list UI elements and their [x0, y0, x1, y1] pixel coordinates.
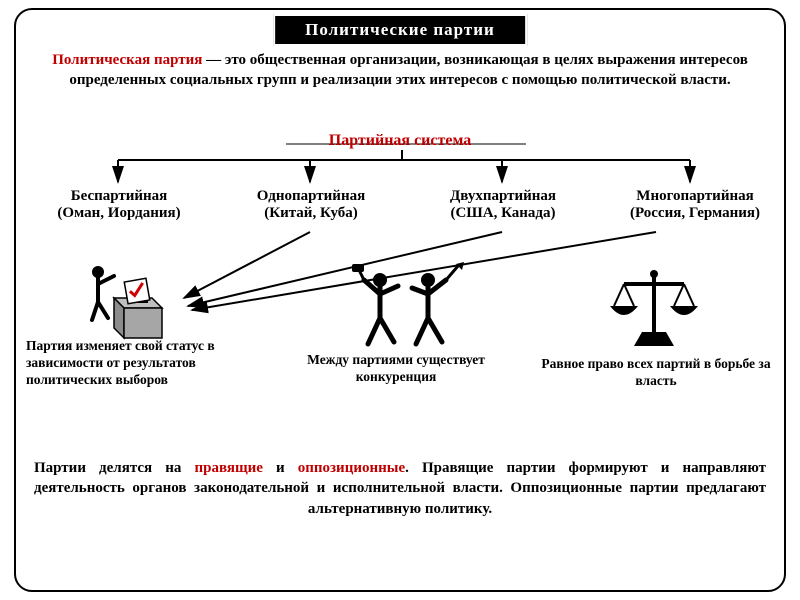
definition-text: Политическая партия — это общественная о…	[40, 50, 760, 91]
caption-competition: Между партиями существует конкуренция	[296, 352, 496, 386]
category-name: Многопартийная	[610, 188, 780, 205]
frame: Политические партии Политическая партия …	[14, 8, 786, 592]
category-multiparty: Многопартийная (Россия, Германия)	[610, 188, 780, 222]
category-examples: (Россия, Германия)	[610, 205, 780, 222]
bottom-opposition: оппозиционные	[298, 460, 405, 476]
category-name: Однопартийная	[226, 188, 396, 205]
fighting-figures-icon	[346, 262, 466, 357]
category-name: Двухпартийная	[418, 188, 588, 205]
definition-term: Политическая партия	[52, 52, 202, 68]
page-title: Политические партии	[273, 14, 527, 46]
category-nonparty: Беспартийная (Оман, Иордания)	[34, 188, 204, 222]
caption-equal-rights: Равное право всех партий в борьбе за вла…	[536, 356, 776, 390]
category-examples: (Китай, Куба)	[226, 205, 396, 222]
system-label: Партийная система	[329, 132, 471, 150]
category-oneparty: Однопартийная (Китай, Куба)	[226, 188, 396, 222]
caption-status-change: Партия изменяет свой статус в зависимост…	[26, 338, 246, 389]
category-examples: (США, Канада)	[418, 205, 588, 222]
scales-icon	[604, 266, 704, 361]
category-examples: (Оман, Иордания)	[34, 205, 204, 222]
bottom-ruling: правящие	[194, 460, 262, 476]
bottom-prefix: Партии делятся на	[34, 460, 194, 476]
category-twoparty: Двухпартийная (США, Канада)	[418, 188, 588, 222]
bottom-and: и	[263, 460, 298, 476]
ballot-box-icon	[84, 262, 168, 345]
bottom-paragraph: Партии делятся на правящие и оппозиционн…	[34, 458, 766, 519]
category-name: Беспартийная	[34, 188, 204, 205]
